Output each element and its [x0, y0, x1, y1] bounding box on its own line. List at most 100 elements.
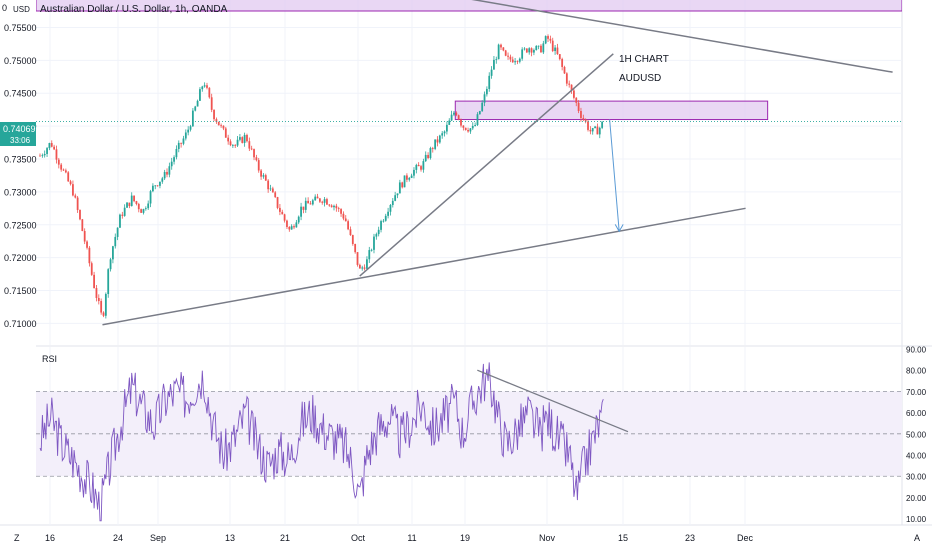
pair-label-annotation[interactable]: AUDUSD [619, 73, 661, 84]
candle-body [514, 61, 517, 63]
candle-body [257, 160, 260, 171]
candle-body [349, 229, 352, 236]
candle-body [102, 312, 105, 316]
candle-body [314, 196, 317, 201]
chart-label-annotation[interactable]: 1H CHART [619, 54, 669, 65]
candle-body [485, 88, 488, 95]
candle-body [161, 178, 164, 182]
candle-body [488, 75, 491, 89]
candle-body [556, 47, 559, 55]
candle-body [333, 205, 335, 208]
candle-body [598, 127, 601, 135]
candle-body [417, 164, 420, 167]
symbol-title[interactable]: Australian Dollar / U.S. Dollar, 1h, OAN… [40, 4, 228, 15]
auto-scale-icon[interactable]: A [914, 533, 921, 543]
candle-body [577, 102, 580, 112]
candle-body [46, 148, 48, 154]
candle-body [580, 111, 582, 118]
candle-body [116, 227, 119, 237]
candle-body [300, 206, 302, 217]
rsi-title[interactable]: RSI [42, 354, 57, 364]
candle-body [476, 114, 479, 125]
candle-body [403, 175, 406, 188]
x-tick-label: Sep [150, 533, 166, 543]
candle-body [387, 211, 389, 216]
candle-body [243, 134, 246, 143]
candle-body [64, 170, 67, 173]
y-tick-label: 0.72000 [4, 253, 37, 263]
candle-body [213, 109, 215, 120]
candle-body [173, 157, 175, 162]
trendline [102, 207, 746, 326]
candle-body [39, 155, 41, 157]
candle-body [267, 180, 270, 190]
candle-body [279, 207, 281, 212]
candle-body [493, 59, 495, 70]
candle-body [95, 288, 98, 298]
y-tick-label: 0.71500 [4, 286, 37, 296]
last-price-badge [0, 122, 36, 146]
x-tick-label: 15 [618, 533, 628, 543]
candle-body [222, 125, 225, 129]
y-tick-label: 0.73000 [4, 187, 37, 197]
candle-body [217, 121, 220, 126]
x-tick-label: Oct [351, 533, 366, 543]
candle-body [112, 246, 114, 260]
candle-body [168, 166, 171, 175]
candle-body [307, 200, 310, 204]
candle-body [79, 209, 81, 220]
candle-body [151, 185, 154, 192]
candle-body [495, 59, 498, 60]
resistance-zone-top [36, 0, 902, 12]
candle-body [540, 45, 542, 53]
candle-body [502, 47, 505, 51]
candle-body [55, 149, 58, 160]
candle-body [368, 250, 371, 260]
candle-body [196, 100, 199, 107]
candle-body [135, 201, 138, 204]
candle-body [246, 134, 248, 142]
candle-body [537, 45, 540, 47]
candle-body [97, 297, 100, 302]
candle-body [563, 66, 566, 74]
rsi-line [39, 362, 604, 522]
candle-body [384, 215, 387, 221]
candle-body [43, 153, 46, 156]
candle-body [347, 221, 350, 230]
candle-body [340, 209, 342, 214]
rsi-tick-label: 90.00 [906, 346, 927, 355]
trendline [359, 53, 614, 277]
candle-body [88, 247, 91, 264]
candle-body [297, 216, 300, 223]
x-tick-label: 21 [280, 533, 290, 543]
forecast-arrow-head [614, 224, 624, 233]
candle-body [483, 94, 486, 103]
candle-body [309, 203, 312, 205]
candle-body [159, 181, 161, 186]
candle-body [413, 169, 415, 176]
candle-body [93, 274, 95, 289]
candle-body [130, 195, 133, 207]
rsi-tick-label: 10.00 [906, 515, 927, 524]
x-tick-label: Dec [737, 533, 754, 543]
candle-body [286, 220, 288, 227]
y-tick-label: 0.74500 [4, 89, 37, 99]
candle-body [335, 205, 338, 209]
candle-body [549, 38, 552, 41]
candle-body [478, 111, 481, 115]
candle-body [199, 89, 201, 101]
candle-body [104, 294, 107, 316]
forecast-arrow-line [609, 119, 620, 232]
candle-body [248, 141, 251, 149]
currency-label[interactable]: USD [13, 5, 30, 14]
candle-body [570, 84, 573, 91]
candle-body [398, 182, 401, 194]
candle-body [401, 182, 404, 188]
rsi-tick-label: 80.00 [906, 367, 927, 376]
candle-body [41, 155, 44, 157]
compare-icon[interactable]: Z [14, 533, 20, 543]
candle-body [288, 226, 291, 230]
candle-body [518, 58, 521, 62]
candle-body [264, 175, 267, 181]
